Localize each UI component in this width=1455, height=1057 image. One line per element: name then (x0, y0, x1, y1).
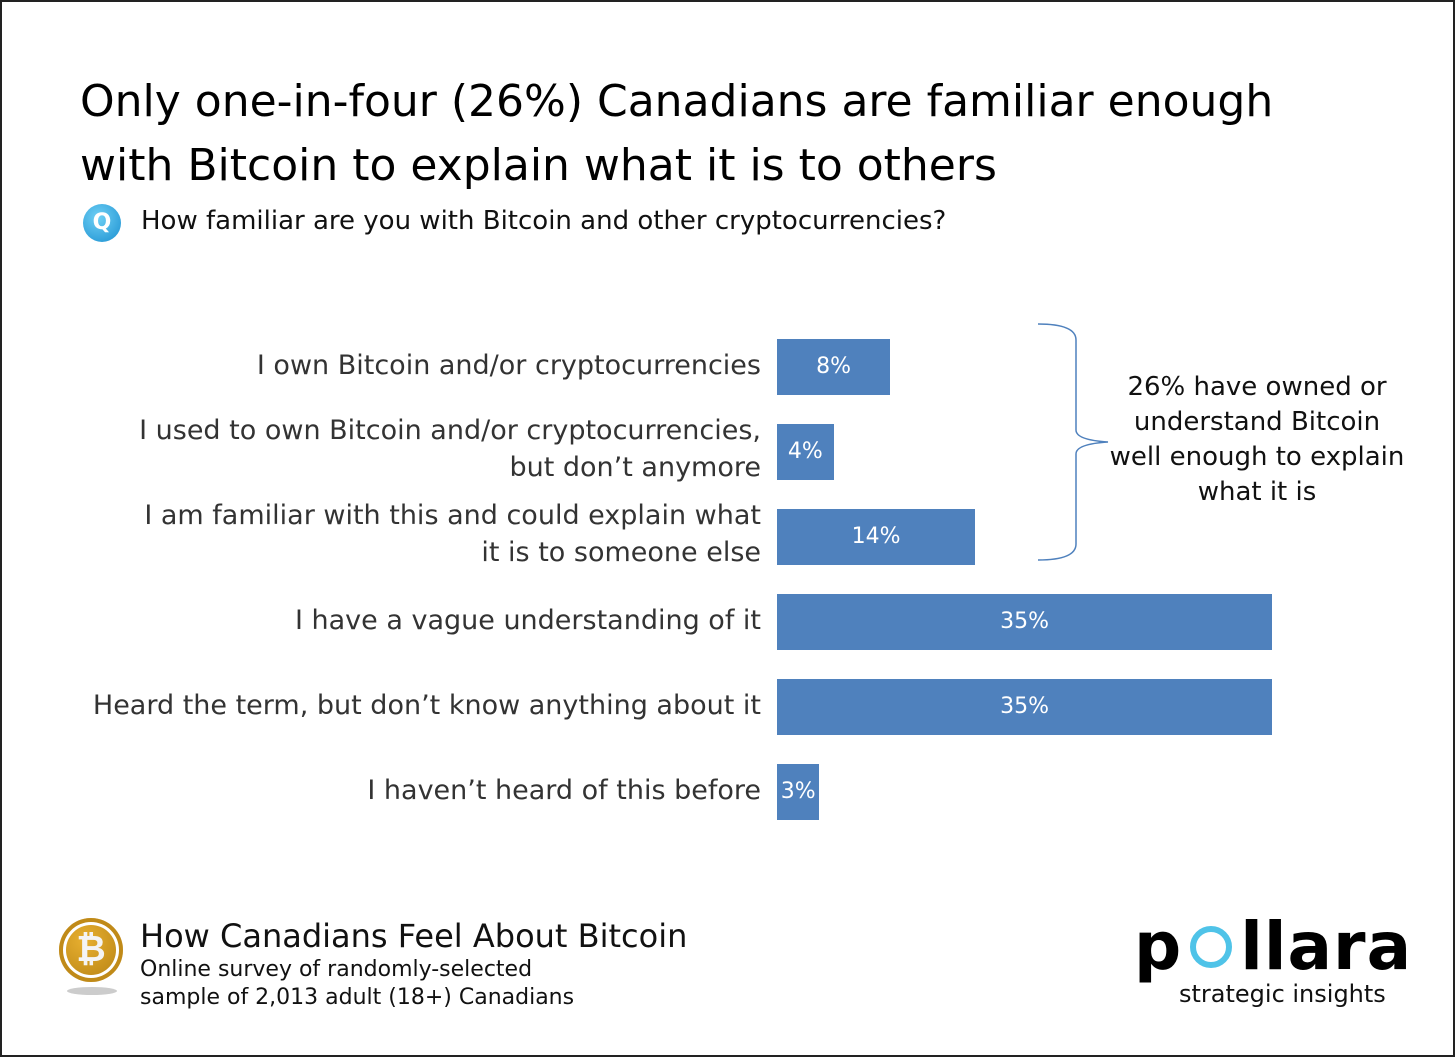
category-label: I haven’t heard of this before (367, 775, 761, 806)
category-label: Heard the term, but don’t know anything … (92, 690, 761, 721)
data-label: 35% (1000, 694, 1050, 719)
category-label: I used to own Bitcoin and/or cryptocurre… (139, 415, 761, 483)
bitcoin-logo-icon: ₿ (59, 918, 123, 982)
footer-title: How Canadians Feel About Bitcoin (140, 917, 688, 955)
bar (777, 679, 1273, 735)
question-text: How familiar are you with Bitcoin and ot… (141, 206, 947, 236)
bracket-annotation: 26% have owned or understand Bitcoin wel… (1109, 372, 1405, 507)
data-label: 8% (816, 354, 852, 379)
category-label: I own Bitcoin and/or cryptocurrencies (256, 350, 761, 381)
data-label: 14% (851, 524, 901, 549)
category-label: I have a vague understanding of it (294, 605, 761, 636)
logo-shadow (67, 987, 117, 995)
footer-subtitle: Online survey of randomly-selected sampl… (140, 957, 575, 1010)
data-label: 4% (787, 439, 823, 464)
bar (777, 764, 820, 820)
data-label: 35% (1000, 609, 1050, 634)
bracket-icon (1037, 323, 1109, 561)
question-icon: Q (83, 204, 121, 242)
data-label: 3% (780, 779, 816, 804)
bar (777, 339, 891, 395)
page-title: Only one-in-four (26%) Canadians are fam… (80, 76, 1274, 191)
bar (777, 509, 976, 565)
bar (777, 594, 1273, 650)
category-label: I am familiar with this and could explai… (144, 500, 761, 568)
bar (777, 424, 834, 480)
pollara-logo: p llara (1134, 908, 1413, 985)
brand-tagline: strategic insights (1179, 980, 1386, 1008)
